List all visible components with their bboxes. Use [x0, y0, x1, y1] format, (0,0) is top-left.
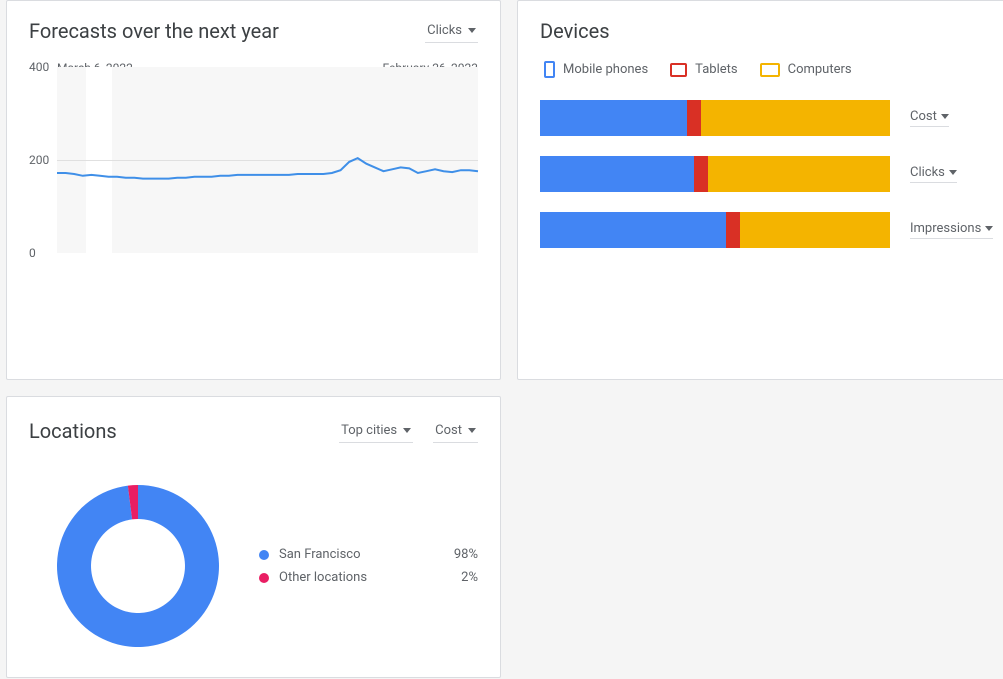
location-legend-row: San Francisco 98% — [259, 547, 478, 562]
legend-pct: 2% — [438, 570, 478, 585]
device-metric-dropdown[interactable]: Clicks — [910, 165, 957, 183]
device-row: Cost — [540, 100, 989, 136]
device-segment — [708, 156, 890, 192]
locations-body: San Francisco 98% Other locations 2% — [29, 461, 478, 647]
device-row: Impressions — [540, 212, 989, 248]
device-metric-dropdown[interactable]: Cost — [910, 109, 949, 127]
locations-title: Locations — [29, 419, 117, 443]
locations-donut — [57, 485, 219, 647]
device-bar — [540, 156, 890, 192]
forecasts-metric-dropdown[interactable]: Clicks — [425, 19, 478, 43]
legend-dot — [259, 550, 269, 560]
locations-dropdowns: Top cities Cost — [339, 419, 478, 443]
devices-card: Devices Mobile phones Tablets Computers … — [517, 0, 1003, 380]
device-segment — [740, 212, 891, 248]
chevron-down-icon — [941, 114, 949, 119]
chevron-down-icon — [985, 226, 993, 231]
legend-pct: 98% — [438, 547, 478, 562]
locations-metric-label: Cost — [435, 423, 462, 438]
device-bar — [540, 100, 890, 136]
locations-legend: San Francisco 98% Other locations 2% — [259, 547, 478, 585]
locations-view-dropdown[interactable]: Top cities — [339, 419, 413, 443]
device-metric-label: Clicks — [910, 165, 945, 180]
device-row: Clicks — [540, 156, 989, 192]
forecast-line-svg — [57, 67, 478, 253]
device-rows: Cost Clicks Impressions — [540, 100, 989, 248]
device-metric-label: Impressions — [910, 221, 981, 236]
devices-title: Devices — [540, 19, 610, 43]
legend-tablet: Tablets — [670, 62, 737, 77]
device-segment — [540, 212, 726, 248]
legend-computer-label: Computers — [788, 62, 852, 77]
legend-computer: Computers — [760, 62, 852, 77]
chevron-down-icon — [468, 28, 476, 33]
tablet-icon — [670, 63, 687, 77]
device-segment — [701, 100, 890, 136]
y-tick-400: 400 — [29, 60, 49, 74]
chevron-down-icon — [468, 428, 476, 433]
legend-label: San Francisco — [279, 547, 428, 562]
y-tick-200: 200 — [29, 153, 49, 167]
forecasts-card: Forecasts over the next year Clicks 400 … — [6, 0, 501, 380]
computer-icon — [760, 63, 780, 77]
legend-tablet-label: Tablets — [695, 62, 737, 77]
devices-header: Devices — [540, 19, 989, 43]
device-metric-dropdown[interactable]: Impressions — [910, 221, 993, 239]
forecasts-header: Forecasts over the next year Clicks — [29, 19, 478, 43]
location-legend-row: Other locations 2% — [259, 570, 478, 585]
locations-header: Locations Top cities Cost — [29, 419, 478, 443]
device-segment — [726, 212, 740, 248]
chevron-down-icon — [403, 428, 411, 433]
device-segment — [694, 156, 708, 192]
chevron-down-icon — [949, 170, 957, 175]
device-metric-label: Cost — [910, 109, 937, 124]
forecasts-chart: 400 200 0 March 6, 2022 February 26, 202… — [29, 61, 478, 281]
legend-mobile: Mobile phones — [544, 61, 648, 78]
device-segment — [540, 100, 687, 136]
mobile-icon — [544, 61, 555, 78]
device-segment — [687, 100, 701, 136]
legend-dot — [259, 573, 269, 583]
forecasts-metric-label: Clicks — [427, 23, 462, 38]
locations-metric-dropdown[interactable]: Cost — [433, 419, 478, 443]
donut-svg — [57, 485, 219, 647]
locations-view-label: Top cities — [341, 423, 397, 438]
legend-label: Other locations — [279, 570, 428, 585]
device-segment — [540, 156, 694, 192]
devices-legend: Mobile phones Tablets Computers — [544, 61, 989, 78]
locations-card: Locations Top cities Cost San Francisco 9… — [6, 396, 501, 678]
device-bar — [540, 212, 890, 248]
chart-plot — [57, 67, 478, 253]
forecasts-title: Forecasts over the next year — [29, 19, 279, 43]
legend-mobile-label: Mobile phones — [563, 62, 648, 77]
y-tick-0: 0 — [29, 246, 36, 260]
